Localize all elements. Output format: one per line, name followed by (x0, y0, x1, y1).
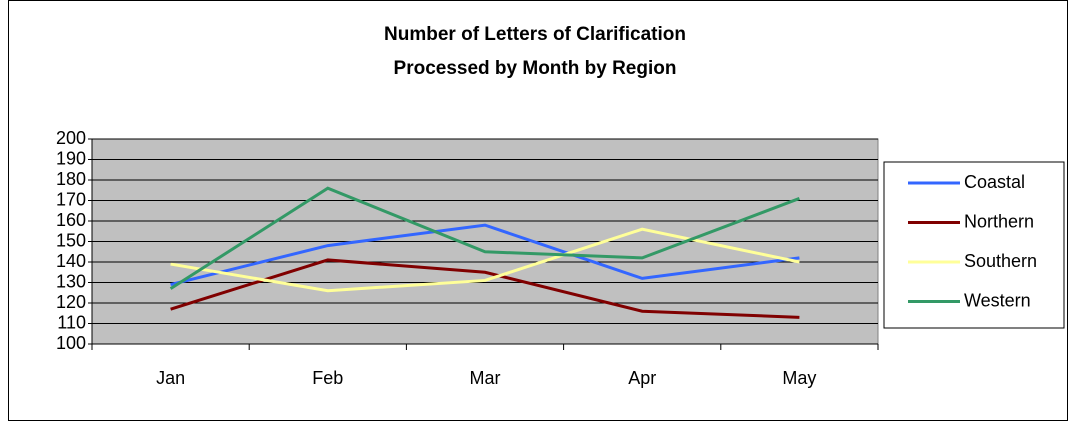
y-tick-label: 150 (56, 230, 86, 250)
series-line (170, 258, 800, 319)
legend-label: Northern (964, 211, 1034, 231)
y-tick-label: 100 (56, 333, 86, 353)
x-tick-label: Mar (470, 368, 501, 388)
chart-title: Processed by Month by Region (394, 58, 677, 79)
chart-title: Number of Letters of Clarification (384, 24, 686, 45)
x-tick-label: Feb (312, 368, 343, 388)
y-tick-label: 110 (57, 312, 86, 332)
x-tick-label: Jan (156, 368, 185, 388)
y-tick-label: 190 (56, 148, 86, 168)
y-tick-label: 200 (56, 128, 86, 148)
legend-label: Western (964, 290, 1031, 310)
x-tick-label: Apr (628, 368, 656, 388)
y-tick-label: 180 (56, 169, 86, 189)
y-tick-label: 140 (56, 251, 86, 271)
series-line (170, 223, 800, 287)
y-tick-label: 170 (56, 189, 86, 209)
legend-label: Coastal (964, 172, 1025, 192)
y-tick-label: 130 (56, 271, 86, 291)
series-line (170, 227, 800, 293)
y-tick-label: 160 (56, 210, 86, 230)
x-tick-label: May (782, 368, 816, 388)
legend-label: Southern (964, 251, 1037, 271)
y-tick-label: 120 (56, 292, 86, 312)
series-line (169, 186, 800, 290)
